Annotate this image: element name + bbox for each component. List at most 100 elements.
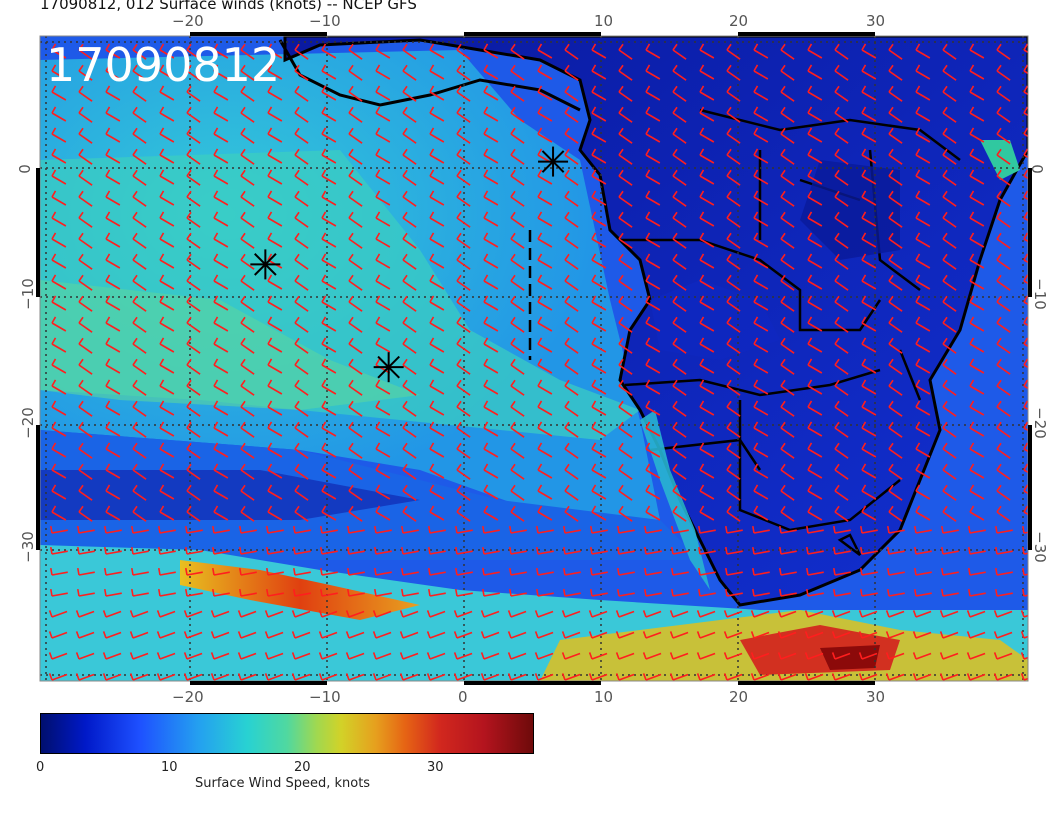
- wind-barb: [483, 106, 499, 122]
- wind-barb: [240, 148, 255, 165]
- wind-barb: [456, 106, 471, 123]
- wind-barb: [402, 505, 417, 522]
- wind-barb: [996, 505, 1011, 522]
- wind-barb: [859, 525, 878, 534]
- wind-barb: [643, 588, 662, 597]
- wind-barb: [402, 253, 417, 270]
- wind-barb: [942, 274, 957, 291]
- wind-barb: [213, 169, 229, 185]
- wind-barb: [78, 253, 93, 270]
- wind-barb: [319, 525, 338, 534]
- wind-barb: [537, 232, 553, 248]
- wind-barb: [429, 442, 445, 458]
- colorbar-tick: 30: [427, 760, 444, 775]
- wind-barb: [618, 295, 633, 312]
- wind-barb: [267, 64, 283, 80]
- wind-barb: [51, 484, 67, 500]
- wind-barb: [537, 316, 553, 332]
- wind-barb: [402, 106, 417, 123]
- wind-barb: [105, 337, 121, 353]
- wind-barb: [372, 673, 392, 681]
- wind-barb: [969, 106, 985, 122]
- wind-barb: [132, 505, 147, 522]
- wind-barb: [807, 337, 823, 353]
- wind-barb: [564, 463, 579, 480]
- wind-barb: [186, 421, 201, 438]
- wind-barb: [724, 567, 743, 576]
- wind-barb: [132, 316, 147, 333]
- wind-barb: [375, 253, 391, 269]
- wind-barb: [591, 505, 607, 521]
- wind-barb: [723, 610, 743, 618]
- wind-barb: [834, 316, 849, 333]
- wind-barb: [834, 400, 849, 417]
- wind-barb: [969, 253, 985, 269]
- wind-barb: [537, 106, 553, 122]
- wind-barb: [49, 525, 68, 534]
- wind-barb: [834, 295, 849, 312]
- wind-barb: [294, 85, 309, 102]
- wind-barb: [483, 484, 499, 500]
- wind-barb: [618, 316, 633, 333]
- colorbar-title: Surface Wind Speed, knots: [195, 776, 371, 791]
- wind-barb: [318, 673, 338, 681]
- wind-barb: [183, 673, 203, 681]
- wind-barb: [1021, 588, 1028, 597]
- wind-barb: [105, 421, 121, 437]
- wind-barb: [645, 190, 661, 206]
- wind-barb: [753, 421, 769, 437]
- wind-barb: [753, 148, 769, 164]
- wind-barb: [427, 588, 446, 597]
- wind-barb: [210, 610, 230, 618]
- wind-barb: [753, 337, 769, 353]
- wind-barb: [699, 274, 715, 290]
- wind-barb: [645, 295, 661, 311]
- wind-barb: [186, 400, 201, 417]
- wind-barb: [969, 295, 985, 311]
- wind-barb: [861, 106, 877, 122]
- wind-barb: [888, 253, 903, 270]
- wind-barb: [291, 652, 311, 660]
- wind-barb: [348, 211, 363, 228]
- wind-barb: [780, 421, 795, 438]
- wind-barb: [265, 525, 284, 534]
- wind-barb: [726, 442, 741, 459]
- wind-barb: [48, 673, 68, 681]
- wind-barb: [429, 127, 445, 143]
- storm-marker-2: [373, 352, 404, 383]
- axis-tick-bars: [36, 32, 1032, 685]
- wind-barb: [267, 127, 283, 143]
- wind-barb: [456, 421, 471, 438]
- wind-barb: [834, 274, 849, 291]
- wind-barb: [537, 379, 553, 395]
- wind-barb: [456, 358, 471, 375]
- wind-barb: [615, 673, 635, 681]
- wind-barb: [402, 148, 417, 165]
- wind-barb: [940, 525, 959, 534]
- wind-barb: [672, 148, 687, 165]
- wind-barb: [456, 169, 471, 186]
- wind-barb: [888, 442, 903, 459]
- wind-barb: [186, 232, 201, 249]
- wind-barb: [426, 652, 446, 660]
- wind-barb: [969, 358, 985, 374]
- wind-barb: [130, 525, 149, 534]
- wind-barb: [996, 442, 1011, 459]
- wind-barb: [294, 148, 309, 165]
- wind-barb: [834, 43, 849, 60]
- wind-barb: [237, 652, 257, 660]
- wind-barb: [966, 673, 986, 681]
- wind-barb: [132, 337, 147, 354]
- wind-barb: [642, 673, 662, 681]
- wind-barb: [291, 631, 311, 639]
- lon-tick-bottom: 10: [594, 688, 614, 706]
- wind-barb: [534, 652, 554, 660]
- wind-barb: [645, 64, 661, 80]
- wind-barb: [618, 379, 633, 396]
- wind-barb: [267, 463, 283, 479]
- wind-barb: [915, 316, 931, 332]
- wind-barb: [591, 43, 607, 59]
- wind-barb: [1023, 232, 1028, 243]
- wind-barb: [751, 546, 770, 555]
- wind-barb: [888, 379, 903, 396]
